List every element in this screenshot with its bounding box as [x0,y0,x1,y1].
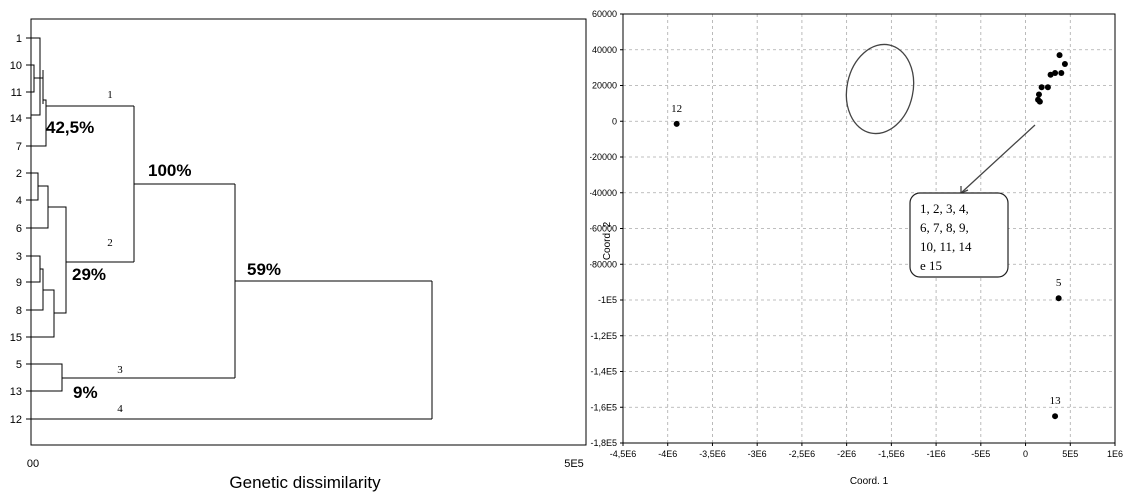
y-tick-label: -20000 [590,152,617,162]
leaf-label: 10 [10,60,22,72]
y-tick-label: -1,8E5 [590,438,617,448]
x-tick-label: 5E5 [1062,449,1078,459]
scatter-point [1047,71,1054,78]
x-tick-origin: 00 [27,458,39,470]
point-label: 13 [1050,395,1062,407]
y-tick-label: -1E5 [598,295,617,305]
x-tick-label: -2,5E6 [789,449,816,459]
group-label-line-3: 10, 11, 14 [920,239,972,254]
y-tick-label: 20000 [592,81,617,91]
leaf-label: 1 [16,33,22,45]
y-tick-label: 60000 [592,9,617,19]
x-tick-label: 1E6 [1107,449,1123,459]
scatter-point [1036,98,1043,105]
scatter-point [1038,84,1045,91]
leaf-label: 9 [16,277,22,289]
leaf-label: 13 [10,386,22,398]
dendrogram-panel: 1 10 11 14 7 2 4 6 3 9 8 15 5 13 12 1 2 3 4 42,5% 29% … [10,18,587,492]
scatter-point [1035,91,1042,98]
group-label-box [909,192,1009,278]
x-tick-label: 0 [1023,449,1028,459]
dendrogram-link [31,99,47,147]
annotation-100: 100% [148,161,191,180]
scatter-point [1044,84,1051,91]
y-tick-label: -1,4E5 [590,367,617,377]
group-arrow [960,124,1036,194]
dendrogram-link [31,37,41,116]
x-tick-label: -1,5E6 [878,449,905,459]
scatter-point [1052,413,1059,420]
y-tick-label: -40000 [590,188,617,198]
x-tick-label: -4E6 [658,449,677,459]
y-tick-label: -60000 [590,224,617,234]
leaf-label: 3 [16,251,22,263]
dendrogram-links [31,37,433,420]
x-axis-label: Coord. 1 [850,476,889,487]
cluster-percent-1: 42,5% [46,118,94,137]
x-tick-label: -5E5 [971,449,990,459]
x-tick-labels: -4,5E6 -4E6 -3,5E6 -3E6 -2,5E6 -2E6 -1,5E6 -1E6… [610,443,1123,459]
x-tick-label: -2E6 [837,449,856,459]
cluster-percent-3: 9% [73,383,98,402]
cluster-id-1: 1 [107,89,113,101]
cluster-id-2: 2 [107,237,113,249]
y-tick-label: -1,2E5 [590,331,617,341]
scatter-point [1061,61,1068,68]
group-label-line-4: e 15 [920,258,942,273]
cluster-id-4: 4 [117,403,123,415]
scatter-grid [623,14,1115,443]
group-label-line-1: 1, 2, 3, 4, [920,201,969,216]
leaf-label: 14 [10,113,22,125]
y-tick-labels: 60000 40000 20000 0 -20000 -40000 -60000 -80000… [589,9,623,448]
scatter-point [673,120,680,127]
x-axis-label: Genetic dissimilarity [229,473,381,492]
x-tick-label: -3,5E6 [699,449,726,459]
group-label-line-2: 6, 7, 8, 9, [920,220,969,235]
leaf-label: 8 [16,305,22,317]
scatter-panel: 5 60000 40000 20000 0 -20000 -40000 -60000 -800… [566,0,1131,492]
y-tick-label: -80000 [590,259,617,269]
x-tick-label: -4,5E6 [610,449,637,459]
leaf-label: 15 [10,332,22,344]
leaf-label: 6 [16,223,22,235]
scatter-point [1055,295,1062,302]
group-ellipse [845,43,915,135]
scatter-points: 12 5 13 [671,52,1068,420]
leaf-label: 5 [16,359,22,371]
y-tick-label: 40000 [592,45,617,55]
x-tick-max: 5E5 [564,458,584,470]
scatter-point [1058,69,1065,76]
leaf-label: 12 [10,414,22,426]
cluster-percent-2: 29% [72,265,106,284]
annotation-59: 59% [247,260,281,279]
scatter-chart: 5 60000 40000 20000 0 -20000 -40000 -60000 -800… [566,9,1123,487]
dendrogram-link [48,206,67,314]
point-label: 5 [1056,277,1062,289]
leaf-label: 2 [16,168,22,180]
cluster-id-3: 3 [117,364,123,376]
x-tick-label: -3E6 [748,449,767,459]
leaf-label: 11 [11,87,22,99]
y-tick-label: -1,6E5 [590,402,617,412]
leaf-label: 4 [16,195,22,207]
dendrogram-leaf-labels: 1 10 11 14 7 2 4 6 3 9 8 15 5 13 12 [10,33,31,426]
y-tick-label: 0 [612,116,617,126]
dendrogram-frame [30,18,587,446]
point-label: 12 [671,103,682,115]
x-tick-label: -1E6 [927,449,946,459]
scatter-point [1056,52,1063,59]
y-axis-label: Coord. 2 [602,221,613,260]
leaf-label: 7 [16,141,22,153]
